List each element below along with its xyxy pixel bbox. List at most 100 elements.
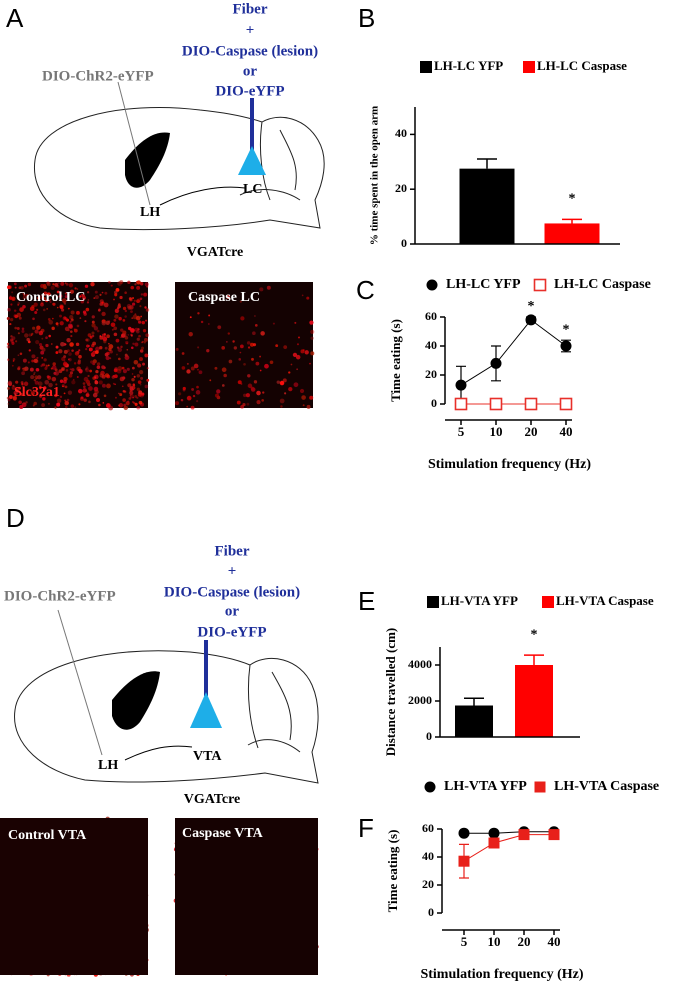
speckle (33, 401, 37, 406)
bar (544, 223, 600, 244)
speckle (91, 315, 95, 319)
speckle (134, 395, 138, 398)
speckle (228, 359, 233, 364)
speckle (83, 312, 87, 316)
speckle (85, 348, 88, 351)
speckle (118, 303, 121, 306)
speckle (143, 337, 148, 342)
marker (518, 829, 530, 841)
speckle (114, 293, 118, 297)
speckle (67, 329, 70, 332)
speckle (34, 310, 38, 315)
speckle (96, 362, 101, 366)
speckle (84, 367, 88, 371)
speckle (144, 306, 147, 309)
legend-label: LH-VTA Caspase (556, 593, 654, 608)
speckle (9, 317, 14, 322)
speckle (144, 282, 149, 287)
speckle (96, 329, 100, 333)
speckle (94, 290, 98, 294)
speckle (7, 358, 10, 361)
speckle (22, 367, 27, 372)
speckle (290, 363, 293, 366)
speckle (109, 357, 112, 360)
speckle (296, 343, 299, 346)
speckle (86, 301, 90, 304)
speckle (63, 392, 66, 395)
speckle (301, 294, 304, 297)
speckle (136, 280, 141, 285)
speckle (76, 288, 79, 290)
speckle (83, 398, 87, 402)
speckle (115, 338, 120, 343)
speckle (60, 341, 65, 347)
fiber-text: DIO-Caspase (lesion) (164, 584, 300, 600)
speckle (114, 396, 117, 399)
speckle (27, 361, 30, 364)
speckle (99, 293, 102, 296)
bar (515, 665, 553, 737)
error-bar (562, 218, 582, 224)
y-tick-label: 0 (426, 729, 432, 743)
speckle (15, 380, 19, 384)
speckle (247, 374, 251, 378)
speckle (65, 369, 69, 372)
speckle (122, 398, 126, 402)
speckle (255, 361, 260, 366)
speckle (137, 328, 140, 331)
speckle (18, 286, 22, 290)
speckle (75, 342, 80, 347)
speckle (77, 361, 81, 365)
speckle (233, 346, 238, 350)
speckle (17, 302, 21, 305)
speckle (276, 380, 281, 384)
speckle (117, 366, 123, 371)
speckle (193, 363, 199, 369)
speckle (139, 349, 144, 353)
image-label: Caspase VTA (182, 826, 264, 841)
speckle (240, 404, 244, 409)
speckle (49, 300, 52, 304)
speckle (60, 308, 65, 312)
speckle (78, 403, 81, 406)
speckle (35, 367, 40, 372)
speckle (24, 284, 28, 288)
marker (454, 397, 468, 411)
speckle (64, 292, 68, 295)
speckle (131, 317, 134, 319)
speckle (18, 386, 21, 390)
legend-swatch (542, 596, 554, 608)
speckle (84, 389, 87, 393)
fiber-text: or (243, 63, 258, 79)
speckle (59, 314, 62, 318)
speckle (142, 328, 147, 333)
speckle (85, 379, 91, 385)
speckle (23, 402, 26, 405)
speckle (130, 285, 135, 290)
y-axis-label: % time spent in the open arm (369, 106, 381, 245)
x-tick-label: 20 (525, 424, 538, 439)
speckle (115, 287, 120, 292)
error-bar (477, 158, 497, 169)
speckle (250, 387, 256, 392)
speckle (95, 350, 99, 354)
speckle (68, 357, 72, 362)
speckle (101, 291, 104, 294)
speckle (140, 293, 144, 296)
speckle (132, 342, 135, 345)
speckle (38, 342, 43, 347)
speckle (124, 291, 127, 295)
line (463, 834, 554, 862)
speckle (33, 379, 37, 382)
speckle (243, 393, 247, 398)
speckle (58, 294, 63, 298)
marker (559, 397, 573, 411)
speckle (74, 406, 77, 409)
speckle (191, 387, 195, 391)
speckle (127, 305, 132, 310)
speckle (134, 327, 139, 332)
legend-label: LH-VTA YFP (444, 779, 527, 794)
speckle (44, 365, 49, 369)
speckle (32, 326, 36, 330)
speckle (16, 312, 22, 318)
